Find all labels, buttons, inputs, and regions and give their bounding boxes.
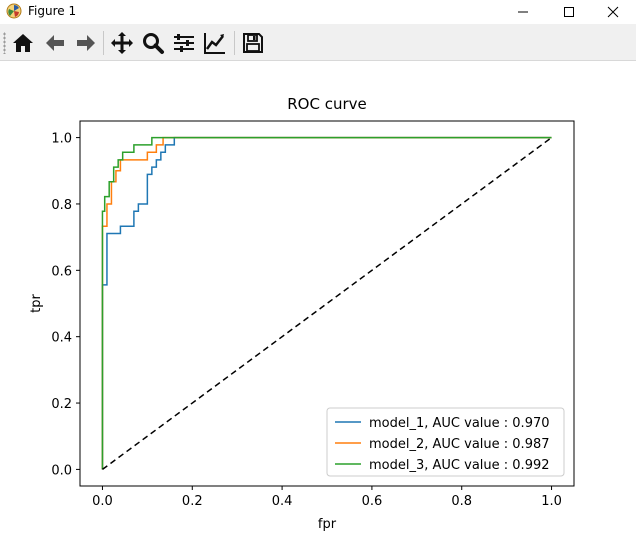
zoom-button[interactable] — [140, 30, 166, 56]
y-tick-label: 0.0 — [51, 463, 72, 478]
legend-entry: model_1, AUC value : 0.970 — [369, 416, 550, 431]
pan-icon — [111, 32, 133, 54]
x-tick-label: 0.2 — [182, 494, 203, 509]
minimize-icon — [518, 11, 528, 13]
legend-entry: model_3, AUC value : 0.992 — [369, 458, 550, 473]
pan-button[interactable] — [109, 30, 135, 56]
chart-title: ROC curve — [287, 95, 367, 113]
matplotlib-logo-icon — [6, 3, 22, 19]
y-tick-label: 0.2 — [51, 397, 72, 412]
zoom-icon — [143, 33, 164, 54]
x-tick-label: 0.8 — [451, 494, 472, 509]
back-icon — [46, 35, 64, 51]
save-icon — [243, 33, 263, 53]
window-title: Figure 1 — [28, 4, 77, 18]
edit-axis-button[interactable] — [202, 30, 228, 56]
axes-frame — [79, 120, 575, 487]
edit-axis-icon — [204, 33, 225, 54]
home-button[interactable] — [10, 30, 36, 56]
x-tick-label: 0.0 — [92, 494, 113, 509]
y-axis-label: tpr — [29, 294, 44, 313]
x-axis-label: fpr — [318, 517, 337, 532]
maximize-button[interactable] — [546, 0, 592, 24]
y-tick-label: 0.6 — [51, 264, 72, 279]
configure-subplots-icon — [174, 34, 194, 52]
toolbar-grip[interactable] — [3, 32, 6, 54]
legend-entry: model_2, AUC value : 0.987 — [369, 437, 550, 452]
legend: model_1, AUC value : 0.970 model_2, AUC v… — [326, 407, 565, 477]
y-tick-label: 0.4 — [51, 331, 72, 346]
close-icon — [607, 6, 619, 18]
x-tick-label: 1.0 — [541, 494, 562, 509]
minimize-button[interactable] — [500, 0, 546, 24]
y-tick-label: 0.8 — [51, 198, 72, 213]
toolbar-separator — [234, 31, 235, 55]
plot-lines — [101, 136, 552, 471]
toolbar-separator — [103, 31, 104, 55]
roc-line-model-3 — [101, 136, 552, 470]
x-axis-ticks: 0.0 0.2 0.4 0.6 0.8 1.0 — [92, 486, 562, 509]
legend-box — [326, 407, 565, 477]
forward-button[interactable] — [73, 30, 99, 56]
window-titlebar: Figure 1 — [0, 0, 636, 24]
save-button[interactable] — [240, 30, 266, 56]
maximize-icon — [564, 7, 574, 17]
x-tick-label: 0.6 — [362, 494, 383, 509]
navigation-toolbar — [0, 24, 636, 61]
configure-subplots-button[interactable] — [171, 30, 197, 56]
x-tick-label: 0.4 — [272, 494, 293, 509]
roc-line-model-1 — [101, 136, 552, 470]
close-button[interactable] — [590, 0, 636, 24]
home-icon — [13, 34, 33, 52]
figure-canvas[interactable]: ROC curve 0.0 0.2 0.4 0.6 0.8 1.0 0.00.20.40.… — [0, 61, 636, 539]
roc-line-model-2 — [101, 136, 552, 470]
reference-diagonal-line — [102, 136, 552, 471]
forward-icon — [77, 35, 95, 51]
back-button[interactable] — [42, 30, 68, 56]
y-tick-label: 1.0 — [51, 132, 72, 147]
y-axis-ticks: 0.0 0.2 0.4 0.6 0.8 1.0 — [51, 132, 80, 478]
